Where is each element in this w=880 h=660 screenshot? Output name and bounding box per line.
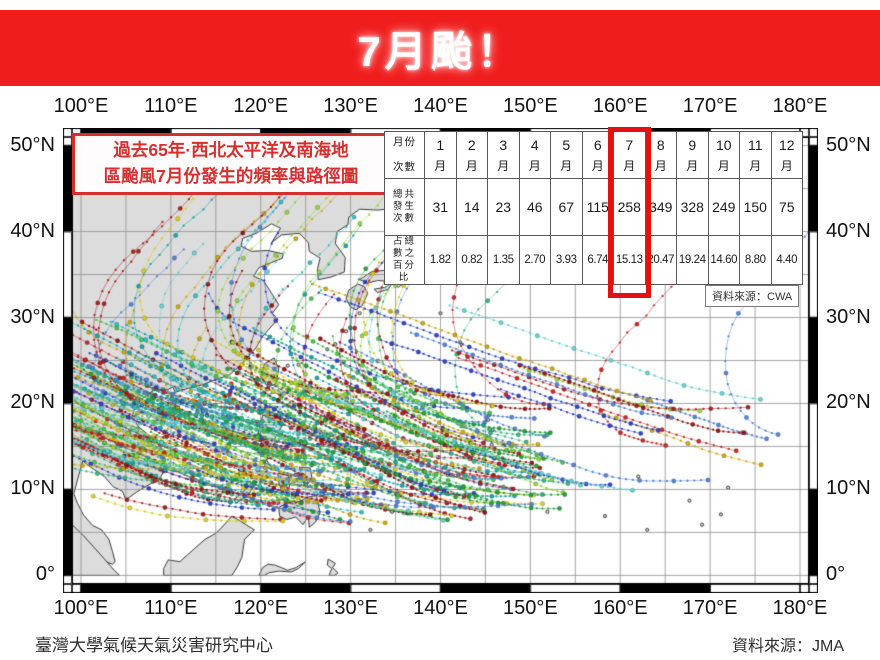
lat-tick-label-left: 0°	[35, 563, 55, 586]
lon-tick-label-bottom: 110°E	[144, 597, 198, 619]
percent-cell: 1.35	[487, 235, 520, 285]
lon-tick-label-bottom: 120°E	[233, 597, 289, 619]
lon-tick-label-bottom: 140°E	[413, 597, 468, 619]
percent-cell: 8.80	[739, 235, 772, 285]
lat-tick-label-left: 10°N	[10, 477, 55, 500]
percent-cell: 14.60	[707, 235, 740, 285]
lon-tick-label-bottom: 150°E	[503, 597, 558, 619]
percent-cell: 6.74	[581, 235, 614, 285]
lon-tick-label-top: 120°E	[233, 95, 289, 117]
typhoon-track-map: 過去65年·西北太平洋及南海地 區颱風7月份發生的頻率與路徑圖 月份 次數 1 月 2 月…	[63, 127, 818, 593]
percent-cell: 19.24	[676, 235, 709, 285]
count-cell: 23	[487, 178, 520, 236]
lat-tick-label-right: 0°	[826, 563, 846, 586]
lat-tick-label-left: 30°N	[10, 305, 55, 328]
lat-tick-label-right: 40°N	[826, 219, 871, 242]
map-source-label: 資料來源：JMA	[731, 638, 844, 655]
lat-tick-label-left: 50°N	[10, 133, 55, 156]
lat-tick-label-left: 40°N	[10, 219, 55, 242]
month-header-cell: 10 月	[707, 131, 740, 179]
lat-tick-label-left: 20°N	[10, 391, 55, 414]
lon-tick-label-top: 130°E	[323, 95, 378, 117]
lon-tick-label-bottom: 160°E	[592, 597, 648, 619]
count-cell: 46	[518, 178, 551, 236]
footer-credit: 臺灣大學氣候天氣災害研究中心	[35, 636, 273, 655]
count-cell: 349	[644, 178, 677, 236]
lon-tick-label-top: 140°E	[413, 95, 468, 117]
percent-cell: 20.47	[644, 235, 677, 285]
lon-tick-label-top: 100°E	[53, 95, 109, 117]
percent-row-label: 占總 數之 百分比	[384, 235, 425, 285]
lon-tick-label-top: 150°E	[503, 95, 558, 117]
lon-tick-label-bottom: 170°E	[682, 597, 738, 619]
lon-tick-label-top: 110°E	[144, 95, 198, 117]
lon-tick-label-bottom: 180°E	[772, 597, 828, 619]
lon-tick-label-top: 180°E	[772, 95, 828, 117]
banner: 7月颱！	[0, 10, 880, 86]
count-cell: 75	[770, 178, 803, 236]
lat-tick-label-right: 50°N	[826, 133, 871, 156]
lat-tick-label-right: 30°N	[826, 305, 871, 328]
annotation-line-1: 過去65年·西北太平洋及南海地	[113, 140, 349, 160]
lon-tick-label-bottom: 100°E	[53, 597, 109, 619]
monthly-frequency-table: 月份 次數 1 月 2 月 3 月 4 月 5 月 6 月 7 月 8 月 9 月 10 月 11 月 12 月總共 發生 次數 31 1…	[384, 131, 803, 285]
count-cell: 150	[739, 178, 772, 236]
count-cell: 14	[455, 178, 488, 236]
count-cell: 328	[676, 178, 709, 236]
table-source-label: 資料來源：CWA	[705, 285, 800, 307]
lat-tick-label-right: 20°N	[826, 391, 871, 414]
frequency-table-wrap: 月份 次數 1 月 2 月 3 月 4 月 5 月 6 月 7 月 8 月 9 月 10 月 11 月 12 月總共 發生 次數 31 1…	[384, 131, 803, 285]
percent-cell: 2.70	[518, 235, 551, 285]
lon-tick-label-top: 170°E	[682, 95, 738, 117]
page-title: 7月颱！	[357, 27, 523, 75]
count-cell: 249	[707, 178, 740, 236]
count-cell: 115	[581, 178, 614, 236]
percent-cell: 1.82	[424, 235, 457, 285]
lat-tick-label-right: 10°N	[826, 477, 871, 500]
percent-cell: 3.93	[550, 235, 583, 285]
count-cell: 67	[550, 178, 583, 236]
percent-cell: 0.82	[455, 235, 488, 285]
percent-cell: 15.13	[613, 235, 646, 285]
count-cell: 31	[424, 178, 457, 236]
table-corner-header: 月份 次數	[384, 131, 425, 179]
annotation-line-2: 區颱風7月份發生的頻率與路徑圖	[103, 166, 359, 186]
count-row-label: 總共 發生 次數	[384, 178, 425, 236]
map-annotation-box: 過去65年·西北太平洋及南海地 區颱風7月份發生的頻率與路徑圖	[72, 133, 390, 195]
month-header-cell: 11 月	[739, 131, 772, 179]
month-header-cell: 12 月	[770, 131, 803, 179]
lon-tick-label-top: 160°E	[592, 95, 648, 117]
lon-tick-label-bottom: 130°E	[323, 597, 378, 619]
percent-cell: 4.40	[770, 235, 803, 285]
count-cell: 258	[613, 178, 646, 236]
